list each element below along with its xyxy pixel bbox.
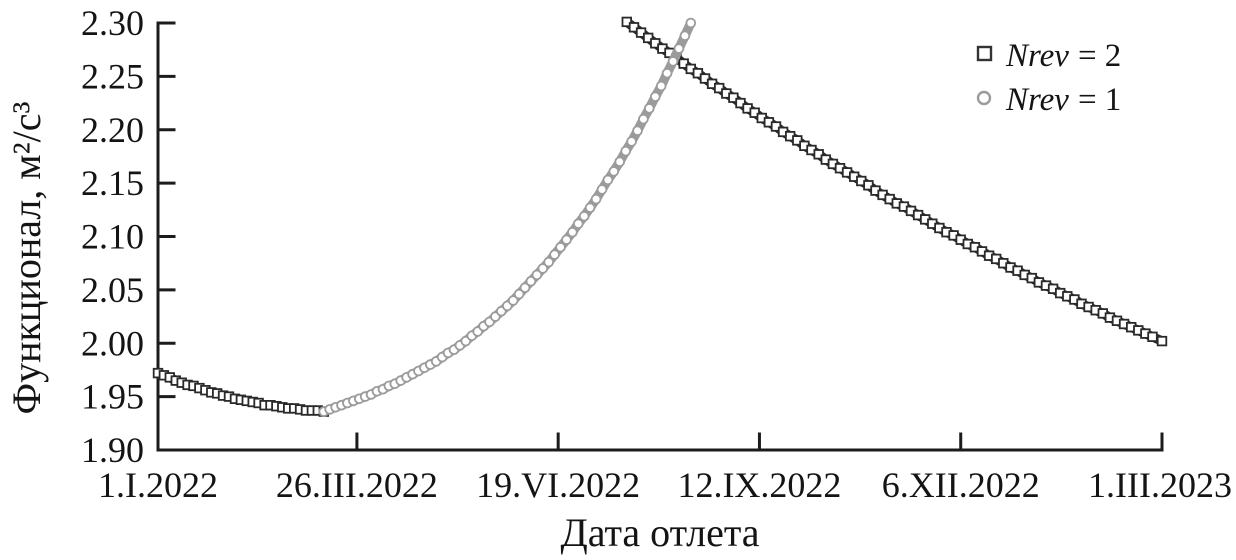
marker-square [692, 68, 704, 79]
x-tick-label: 1.III.2023 [1088, 465, 1232, 505]
marker-circle [596, 184, 608, 195]
marker-square [621, 16, 633, 28]
marker-circle [561, 234, 572, 246]
x-tick-label: 6.XII.2022 [882, 465, 1040, 505]
marker-square [792, 135, 803, 146]
x-tick-label: 19.VI.2022 [476, 465, 640, 505]
marker-square [650, 38, 661, 49]
marker-circle [667, 56, 679, 67]
marker-circle [549, 249, 560, 260]
plot-area: 1.90 1.95 2.00 2.05 2.10 2.15 2.20 2.25 2.30 1.I.… [81, 3, 1232, 505]
marker-circle [513, 288, 525, 300]
marker-circle [590, 193, 602, 205]
legend-label-nrev1-value: = 1 [1078, 82, 1121, 118]
legend-label-nrev2-value: = 2 [1078, 38, 1121, 74]
marker-circle [507, 295, 519, 306]
marker-circle [643, 103, 655, 114]
marker-circle [578, 210, 590, 222]
x-tick-label: 26.III.2022 [276, 465, 438, 505]
marker-square [749, 107, 760, 118]
x-tick-label: 12.IX.2022 [677, 465, 841, 505]
legend-circle-icon [976, 90, 992, 106]
marker-square [643, 32, 654, 44]
marker-circle [525, 275, 537, 287]
y-tick-label: 2.00 [81, 323, 144, 363]
y-tick-label: 2.25 [81, 56, 144, 96]
marker-square [813, 149, 824, 160]
marker-square [1156, 335, 1168, 347]
marker-square [728, 92, 739, 103]
marker-circle [673, 43, 685, 54]
marker-circle [555, 241, 566, 253]
y-tick-label: 2.05 [81, 270, 144, 310]
marker-circle [543, 256, 554, 268]
marker-square [770, 121, 782, 132]
legend-item-nrev2: Nrev = 2 [1005, 38, 1121, 74]
marker-circle [537, 263, 549, 274]
marker-square [635, 27, 647, 38]
marker-circle [679, 30, 691, 42]
marker-circle [572, 218, 584, 230]
y-tick-label: 2.10 [81, 217, 144, 257]
marker-circle [638, 113, 649, 125]
marker-square [678, 58, 689, 69]
marker-square [714, 82, 725, 94]
y-axis-label: Функционал, м²/с³ [4, 102, 49, 415]
legend-item-nrev1: Nrev = 1 [1005, 82, 1121, 118]
marker-circle [661, 67, 673, 79]
marker-square [863, 180, 874, 191]
marker-circle [620, 145, 631, 157]
y-tick-label: 1.90 [81, 430, 144, 470]
marker-circle [649, 91, 661, 102]
marker-circle [602, 174, 614, 186]
marker-circle [655, 80, 667, 92]
marker-circle [567, 226, 578, 238]
legend-label-nrev1-var: Nrev [1005, 82, 1069, 118]
y-tick-label: 2.15 [81, 163, 144, 203]
legend-label-nrev2-var: Nrev [1005, 38, 1069, 74]
marker-circle [614, 156, 625, 168]
marker-circle [584, 202, 596, 214]
y-tick-label: 2.20 [81, 110, 144, 150]
marker-circle [632, 125, 643, 137]
x-axis-label: Дата отлета [560, 510, 759, 555]
marker-circle [531, 269, 543, 281]
marker-circle [685, 17, 697, 29]
marker-circle [519, 282, 531, 294]
y-tick-label: 1.95 [81, 377, 144, 417]
legend-square-icon [976, 45, 993, 62]
marker-circle [608, 166, 620, 177]
x-tick-label: 1.I.2022 [98, 465, 218, 505]
legend: Nrev = 2 Nrev = 1 [976, 38, 1121, 118]
marker-square [1147, 331, 1158, 343]
marker-square [699, 73, 711, 84]
marker-square [735, 97, 746, 109]
marker-circle [626, 136, 637, 147]
y-tick-label: 2.30 [81, 3, 144, 43]
series-band-nrev1 [322, 21, 696, 417]
marker-square [628, 22, 640, 33]
